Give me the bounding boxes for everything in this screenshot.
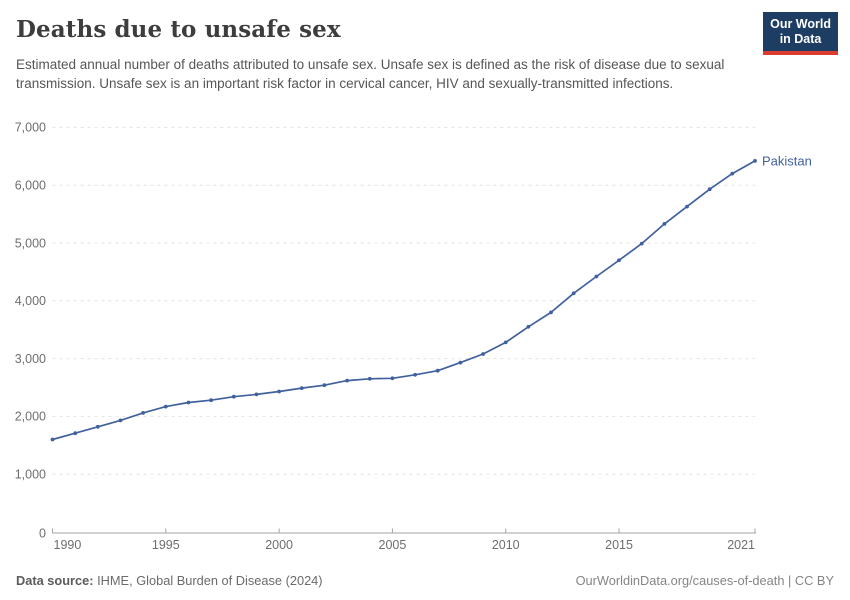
data-point-marker	[481, 352, 485, 356]
data-point-marker	[50, 437, 55, 442]
y-tick-label: 6,000	[15, 179, 46, 193]
y-tick-label: 3,000	[15, 352, 46, 366]
x-tick-label: 1995	[152, 538, 180, 552]
data-source-label: Data source:	[16, 573, 94, 588]
data-point-marker	[503, 340, 508, 345]
data-point-marker	[299, 386, 304, 390]
y-tick-label: 2,000	[15, 410, 46, 424]
y-tick-label: 0	[39, 526, 46, 540]
data-point-marker	[458, 360, 463, 365]
chart-subtitle: Estimated annual number of deaths attrib…	[16, 57, 725, 92]
owid-logo-line1: Our World	[770, 17, 831, 31]
y-tick-label: 4,000	[15, 294, 46, 308]
data-point-marker	[549, 310, 553, 315]
data-point-marker	[209, 398, 214, 403]
page-title: Deaths due to unsafe sex	[16, 16, 341, 43]
data-point-marker	[707, 187, 712, 192]
data-point-marker	[73, 431, 78, 436]
footer-license-link: OurWorldinData.org/causes-of-death | CC …	[575, 573, 834, 588]
owid-logo: Our World in Data	[763, 12, 838, 55]
data-point-marker	[118, 418, 123, 423]
data-source-text: IHME, Global Burden of Disease (2024)	[93, 573, 323, 588]
data-point-marker	[639, 241, 644, 246]
data-point-marker	[163, 404, 168, 409]
data-point-marker	[571, 291, 576, 296]
data-point-marker	[594, 274, 599, 279]
data-point-marker	[413, 372, 417, 377]
data-source: Data source: IHME, Global Burden of Dise…	[16, 573, 323, 588]
x-tick-label: 2005	[379, 538, 407, 552]
data-point-marker	[186, 400, 191, 405]
data-point-marker	[141, 411, 146, 415]
x-tick-label: 2021	[727, 538, 755, 552]
data-point-marker	[390, 376, 395, 381]
x-tick-label: 1990	[54, 538, 82, 552]
x-tick-label: 2015	[605, 538, 633, 552]
entity-label: Pakistan	[762, 153, 812, 168]
x-tick-label: 2000	[265, 538, 293, 552]
data-point-marker	[322, 383, 327, 388]
data-point-marker	[526, 324, 531, 329]
owid-logo-line2: in Data	[779, 32, 822, 46]
series-line	[51, 160, 756, 441]
y-tick-label: 7,000	[15, 121, 46, 135]
data-point-marker	[730, 171, 735, 176]
data-point-marker	[95, 424, 100, 429]
data-point-marker	[662, 222, 667, 226]
y-tick-label: 5,000	[15, 236, 46, 250]
data-point-marker	[617, 258, 621, 263]
data-point-marker	[277, 389, 281, 394]
data-point-marker	[367, 376, 372, 381]
data-point-marker	[685, 204, 689, 209]
data-point-marker	[254, 392, 259, 397]
data-point-marker	[231, 394, 236, 399]
x-tick-label: 2010	[492, 538, 520, 552]
data-point-marker	[345, 378, 349, 383]
data-point-marker	[435, 368, 440, 373]
data-point-marker	[753, 159, 757, 163]
y-tick-label: 1,000	[15, 468, 46, 482]
